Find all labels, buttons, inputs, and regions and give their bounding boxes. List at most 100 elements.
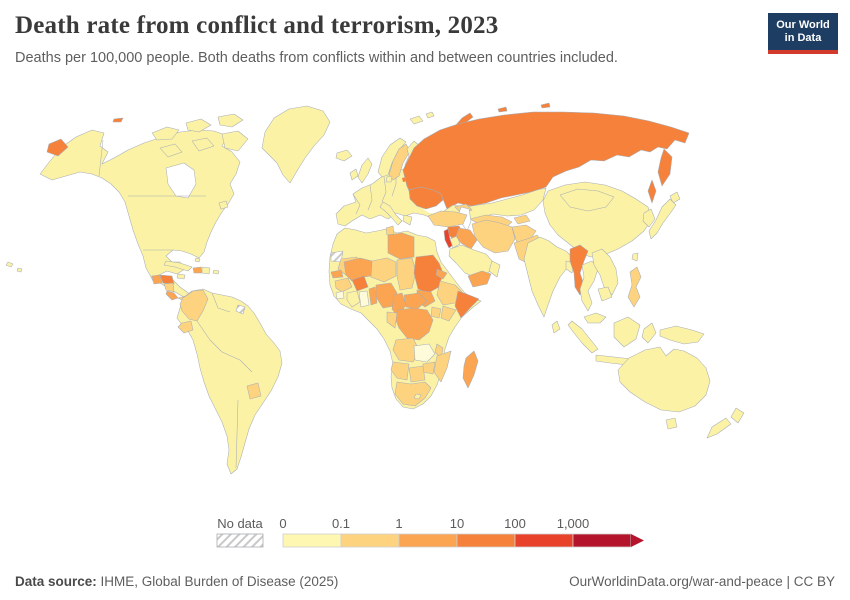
map-region-denmark[interactable] xyxy=(385,175,393,183)
map-region-italy[interactable] xyxy=(379,201,403,226)
map-region-togo-benin[interactable] xyxy=(368,286,378,306)
map-region-sierra-leone[interactable] xyxy=(335,290,345,300)
legend-bin-5 xyxy=(572,533,632,548)
map-region-ghana[interactable] xyxy=(358,290,370,308)
map-region-indonesia[interactable] xyxy=(567,316,670,366)
map-region-namibia[interactable] xyxy=(390,361,410,381)
map-region-kyrgyzstan-tajikistan[interactable] xyxy=(513,214,531,225)
map-region-kenya[interactable] xyxy=(440,305,457,322)
map-region-burkina-faso[interactable] xyxy=(351,275,369,292)
map-region-cuba[interactable] xyxy=(163,260,193,272)
map-legend: No data 0 0.1 1 10 100 1,000 xyxy=(216,516,644,548)
map-region-thailand[interactable] xyxy=(579,260,599,312)
map-region-ecuador[interactable] xyxy=(177,320,194,334)
map-region-senegal[interactable] xyxy=(330,269,344,279)
map-region-russia[interactable] xyxy=(402,111,690,210)
footer-separator: | xyxy=(782,574,794,589)
south-america-borders xyxy=(196,292,253,469)
caribbean-islands xyxy=(176,257,220,280)
map-region-sakhalin[interactable] xyxy=(647,179,657,204)
north-america-borders xyxy=(98,139,206,251)
footer-data-source: Data source: IHME, Global Burden of Dise… xyxy=(15,574,338,589)
page-subtitle: Deaths per 100,000 people. Both deaths f… xyxy=(15,50,618,66)
page-title: Death rate from conflict and terrorism, … xyxy=(15,12,499,39)
map-region-cambodia[interactable] xyxy=(597,286,613,302)
map-region-korea[interactable] xyxy=(642,208,656,228)
map-region-iceland[interactable] xyxy=(335,149,353,162)
map-region-north-america[interactable] xyxy=(39,129,241,278)
footer-source-value: IHME, Global Burden of Disease (2025) xyxy=(96,574,339,589)
map-region-japan[interactable] xyxy=(648,191,681,240)
map-region-greece[interactable] xyxy=(402,214,413,226)
map-region-united-kingdom[interactable] xyxy=(357,157,373,184)
map-region-french-guiana-no-data[interactable] xyxy=(235,304,246,315)
map-region-colombia[interactable] xyxy=(179,289,209,322)
map-region-somalia[interactable] xyxy=(454,290,480,319)
map-region-oman[interactable] xyxy=(488,260,501,278)
map-region-yemen[interactable] xyxy=(467,270,492,288)
map-region-saudi-arabia[interactable] xyxy=(448,244,494,279)
map-region-kamchatka[interactable] xyxy=(657,148,673,187)
map-region-madagascar[interactable] xyxy=(462,350,479,389)
map-region-eritrea[interactable] xyxy=(435,268,448,280)
map-region-mali[interactable] xyxy=(343,257,373,282)
map-region-guinea[interactable] xyxy=(334,277,353,293)
map-region-ireland[interactable] xyxy=(349,168,359,181)
map-region-uganda[interactable] xyxy=(430,306,442,319)
map-region-chad[interactable] xyxy=(396,257,417,291)
map-region-tasmania[interactable] xyxy=(665,417,678,430)
owid-logo[interactable]: Our World in Data xyxy=(768,13,838,55)
map-region-haiti[interactable] xyxy=(192,266,203,274)
map-region-mozambique[interactable] xyxy=(433,350,452,383)
map-region-zimbabwe[interactable] xyxy=(422,361,436,375)
map-region-niger[interactable] xyxy=(370,257,397,283)
map-region-guatemala[interactable] xyxy=(151,274,163,285)
legend-tick-3: 10 xyxy=(450,516,464,531)
map-region-sri-lanka[interactable] xyxy=(551,320,561,334)
map-region-greenland[interactable] xyxy=(261,105,331,184)
map-region-lesotho[interactable] xyxy=(413,393,422,400)
legend-bin-3 xyxy=(456,533,516,548)
map-region-jordan[interactable] xyxy=(449,235,461,249)
map-region-iran[interactable] xyxy=(471,219,516,254)
map-region-nicaragua[interactable] xyxy=(163,282,175,293)
footer-link[interactable]: OurWorldinData.org/war-and-peace xyxy=(569,574,783,589)
map-region-norway[interactable] xyxy=(377,137,407,178)
map-region-cote-divoire[interactable] xyxy=(346,290,361,308)
map-region-new-zealand[interactable] xyxy=(706,407,745,439)
map-region-south-america[interactable] xyxy=(176,288,283,475)
map-region-dr-congo[interactable] xyxy=(394,307,434,341)
map-region-philippines[interactable] xyxy=(627,266,642,308)
map-region-libya[interactable] xyxy=(387,232,415,260)
map-region-ukraine[interactable] xyxy=(408,186,444,210)
map-region-congo-gabon[interactable] xyxy=(386,311,398,329)
map-region-zambia[interactable] xyxy=(413,343,436,363)
map-region-laos-vietnam[interactable] xyxy=(591,248,619,296)
map-region-costa-rica[interactable] xyxy=(165,290,179,301)
legend-no-data-swatch[interactable] xyxy=(216,533,264,548)
legend-bin-4 xyxy=(514,533,574,548)
footer-attribution: OurWorldinData.org/war-and-peace | CC BY xyxy=(569,574,835,589)
map-region-malaysia[interactable] xyxy=(583,312,607,324)
footer-source-label: Data source: xyxy=(15,574,97,589)
legend-color-bar[interactable] xyxy=(282,533,644,548)
map-region-botswana[interactable] xyxy=(408,365,426,383)
map-region-tunisia[interactable] xyxy=(385,225,395,236)
legend-arrow-tip xyxy=(631,534,644,547)
map-region-papua-new-guinea[interactable] xyxy=(659,325,705,345)
map-region-india[interactable] xyxy=(523,236,573,318)
map-region-mongolia[interactable] xyxy=(559,188,615,212)
legend-tick-0: 0 xyxy=(279,516,286,531)
map-region-dominican-republic[interactable] xyxy=(201,266,211,275)
map-region-honduras[interactable] xyxy=(159,274,175,285)
map-region-south-africa[interactable] xyxy=(394,381,432,407)
map-region-taiwan[interactable] xyxy=(631,252,639,262)
owid-logo-line2: in Data xyxy=(784,32,822,45)
map-region-turkey[interactable] xyxy=(427,210,468,228)
owid-logo-line1: Our World xyxy=(776,19,830,31)
map-region-australia[interactable] xyxy=(617,346,711,413)
map-region-angola[interactable] xyxy=(392,337,420,363)
footer: Data source: IHME, Global Burden of Dise… xyxy=(15,574,835,589)
map-region-paraguay[interactable] xyxy=(246,382,262,400)
